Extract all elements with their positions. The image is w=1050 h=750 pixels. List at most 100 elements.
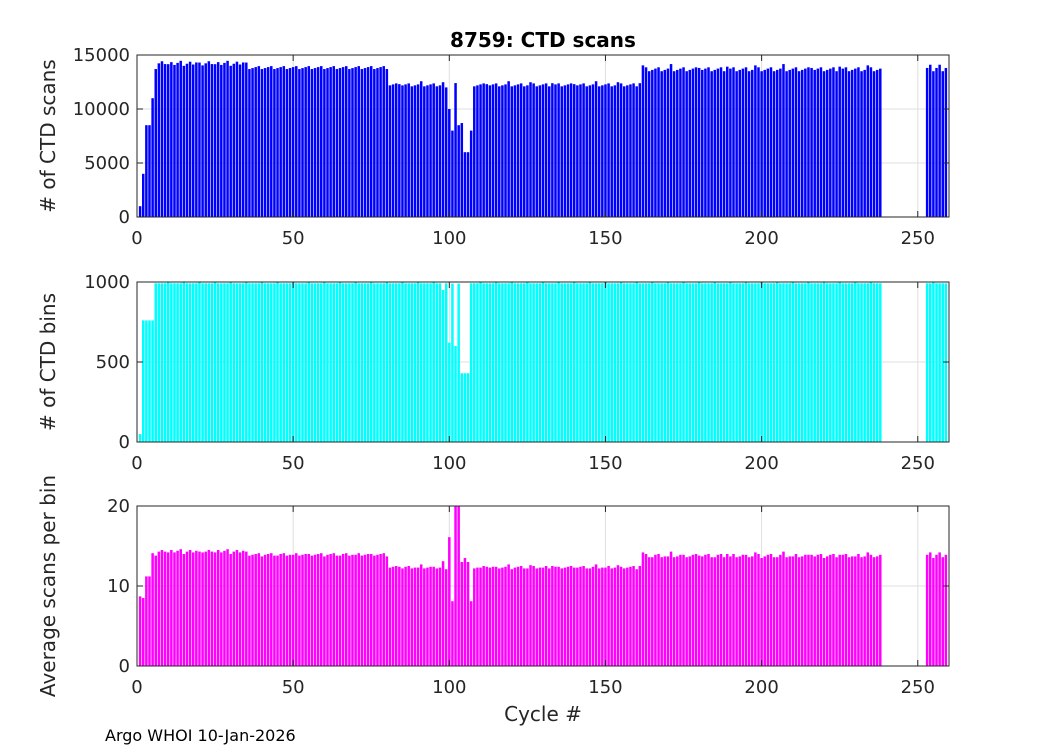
bar: [535, 283, 538, 442]
bar: [345, 283, 348, 442]
bar: [532, 283, 535, 442]
bar: [925, 554, 929, 666]
bar: [476, 283, 479, 442]
bar: [507, 283, 510, 442]
bar: [847, 557, 851, 666]
bar: [235, 61, 239, 218]
bar: [507, 81, 510, 218]
bar: [332, 553, 335, 666]
bar: [729, 68, 732, 217]
bar: [288, 283, 292, 442]
bar: [751, 69, 754, 218]
bar: [142, 320, 145, 442]
bar: [551, 566, 554, 666]
bar: [226, 283, 229, 442]
bar: [444, 87, 448, 218]
bar: [697, 555, 701, 666]
bar: [535, 568, 538, 666]
bar: [157, 551, 161, 666]
bar: [813, 556, 816, 666]
bar: [679, 554, 682, 666]
bar: [216, 550, 220, 666]
bar: [154, 283, 157, 442]
bar: [354, 282, 357, 442]
bar: [710, 283, 713, 442]
bar: [166, 64, 170, 218]
bar: [576, 85, 579, 217]
bar: [644, 554, 648, 666]
bar: [379, 283, 382, 442]
bar: [757, 283, 760, 442]
bar: [379, 554, 382, 666]
bar: [529, 82, 532, 217]
bar: [654, 554, 657, 666]
y-tick-label: 0: [119, 432, 130, 453]
x-tick-label: 250: [901, 453, 935, 474]
bar: [313, 554, 317, 666]
x-tick-label: 200: [744, 228, 778, 249]
bar: [794, 554, 798, 666]
bar: [504, 84, 507, 217]
bar: [591, 283, 595, 442]
bar: [669, 64, 673, 217]
bar: [463, 558, 467, 666]
bar: [597, 283, 601, 442]
bar: [548, 283, 551, 442]
bar: [398, 566, 401, 666]
bar: [310, 555, 314, 666]
bar: [610, 86, 613, 217]
bar: [807, 282, 810, 442]
bar: [554, 283, 557, 442]
bar: [672, 557, 676, 666]
bar: [519, 566, 523, 666]
bar: [485, 84, 489, 217]
bar: [310, 69, 314, 217]
bar: [341, 283, 345, 442]
bar: [813, 69, 816, 218]
bar: [145, 320, 148, 442]
bar: [376, 554, 379, 666]
bar: [444, 283, 448, 442]
bar: [722, 557, 726, 666]
bar: [391, 283, 395, 442]
bar: [413, 85, 417, 217]
bar: [738, 69, 741, 218]
bar: [457, 506, 460, 666]
bar: [248, 555, 251, 666]
bar: [672, 283, 676, 442]
bar: [307, 282, 311, 442]
y-tick-label: 5000: [84, 153, 130, 174]
bar: [685, 283, 688, 442]
bar: [438, 567, 442, 666]
bar: [348, 283, 351, 442]
bar: [151, 553, 154, 666]
bar: [432, 83, 435, 218]
bar: [554, 84, 557, 217]
bar: [563, 85, 567, 217]
bar: [716, 283, 720, 442]
bar: [504, 566, 507, 666]
bar: [641, 65, 645, 218]
bar: [676, 69, 679, 218]
bar: [263, 554, 267, 666]
bar: [785, 71, 788, 217]
bar: [622, 86, 626, 217]
bar: [791, 68, 795, 217]
bar: [363, 283, 367, 442]
bar: [341, 67, 345, 217]
bar: [629, 566, 632, 666]
bar: [582, 83, 585, 218]
x-tick-label: 200: [744, 677, 778, 698]
bar: [170, 62, 173, 217]
bar: [816, 283, 820, 442]
x-tick-label: 50: [282, 228, 305, 249]
bar: [929, 283, 932, 442]
bar: [407, 566, 410, 666]
bar: [769, 67, 773, 217]
y-tick-label: 1000: [84, 272, 130, 293]
bar: [460, 373, 464, 442]
bar: [220, 552, 223, 666]
bar: [435, 283, 439, 442]
bar: [666, 68, 670, 217]
bar: [566, 283, 570, 442]
